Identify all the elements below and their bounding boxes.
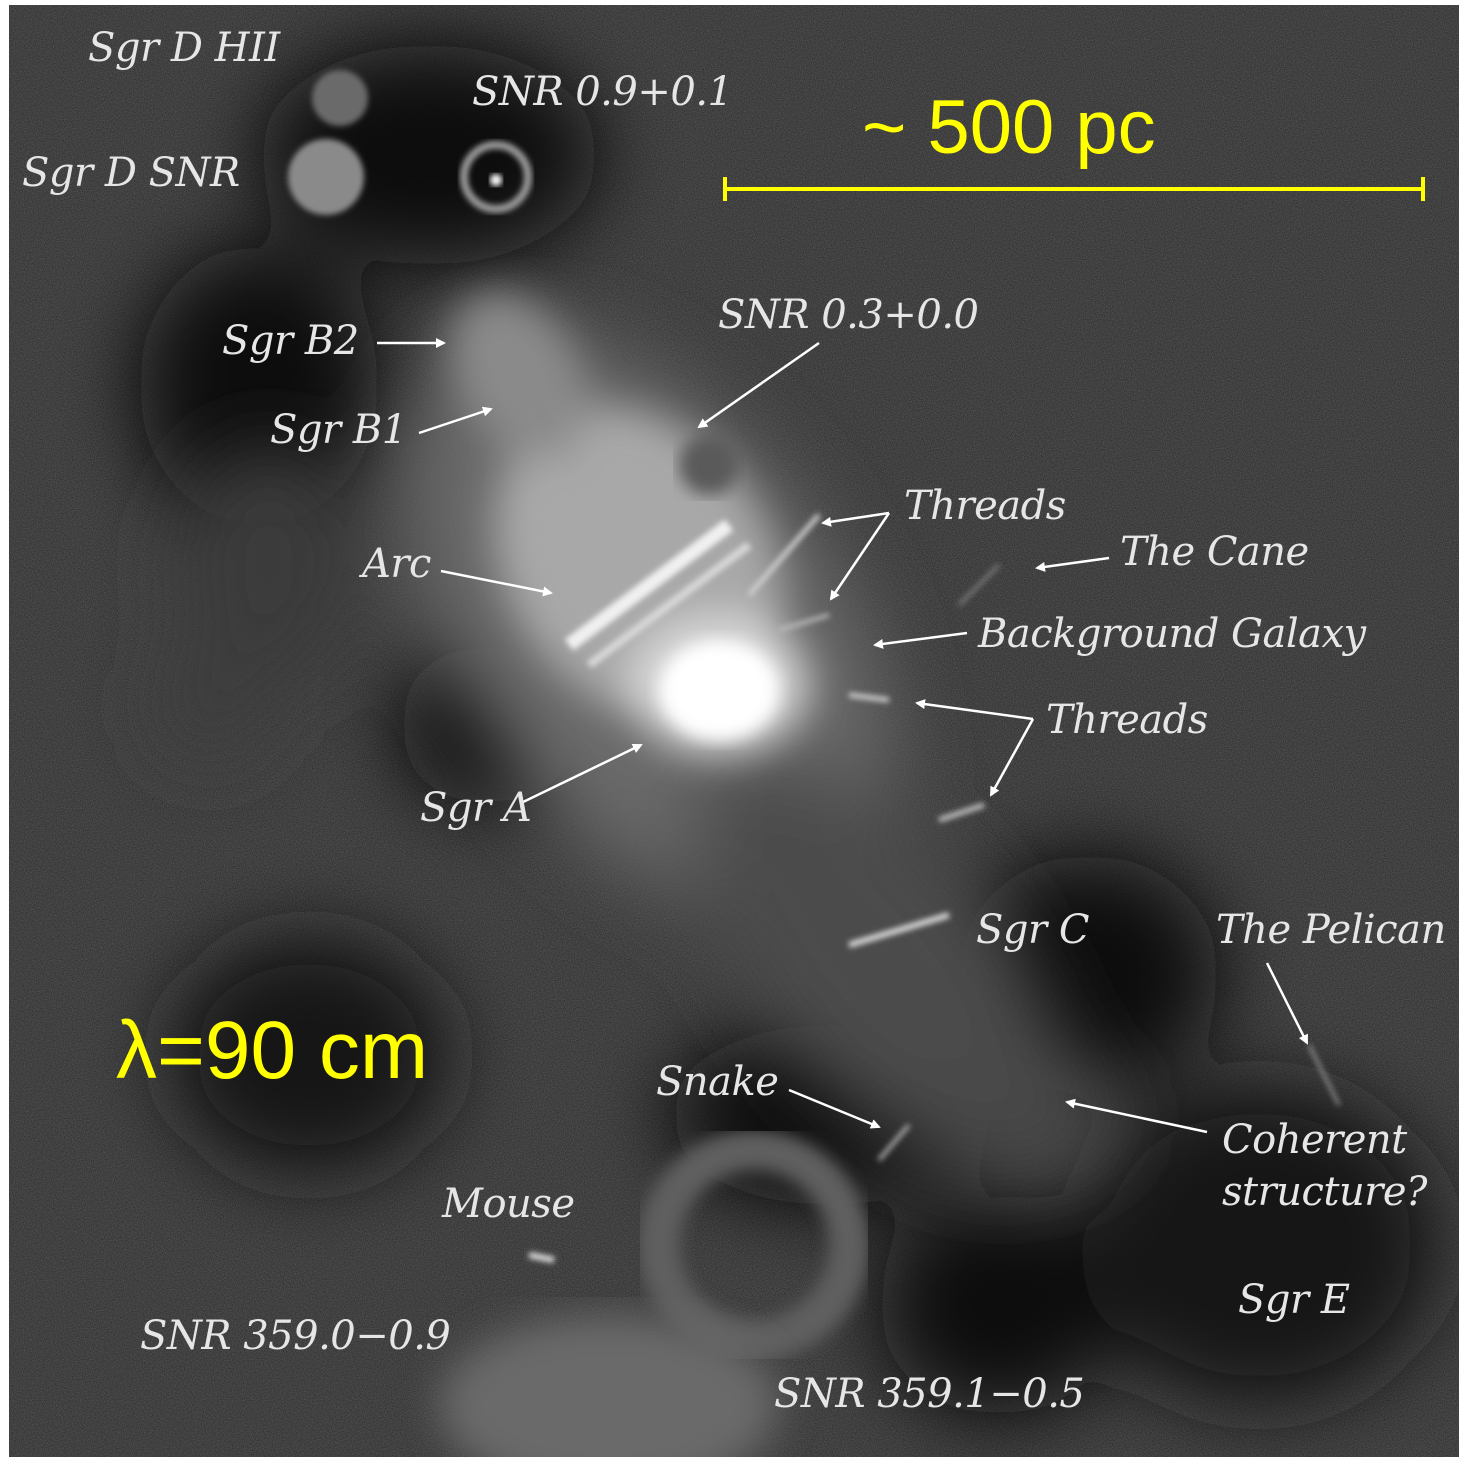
sgr-a-core bbox=[659, 640, 779, 740]
scale-bar-label: ~ 500 pc bbox=[862, 85, 1156, 170]
label-threads-mid: Threads bbox=[1046, 697, 1208, 743]
snr-shells bbox=[288, 70, 869, 1457]
label-sgr-c: Sgr C bbox=[976, 907, 1089, 953]
label-snr-359-0: SNR 359.0−0.9 bbox=[140, 1313, 451, 1359]
label-background-galaxy: Background Galaxy bbox=[978, 611, 1366, 657]
label-snake: Snake bbox=[656, 1059, 779, 1105]
label-structure: structure? bbox=[1222, 1169, 1427, 1215]
label-threads-top: Threads bbox=[904, 483, 1066, 529]
pointer-arrows bbox=[377, 338, 1309, 1134]
label-coherent: Coherent bbox=[1222, 1117, 1407, 1163]
label-the-pelican: The Pelican bbox=[1216, 907, 1446, 953]
scale-bar bbox=[723, 177, 1425, 201]
wavelength-label: λ=90 cm bbox=[116, 1005, 429, 1096]
label-snr-359-1: SNR 359.1−0.5 bbox=[774, 1371, 1085, 1417]
label-arc: Arc bbox=[362, 541, 431, 587]
label-mouse: Mouse bbox=[442, 1181, 575, 1227]
label-sgr-e: Sgr E bbox=[1238, 1277, 1350, 1323]
label-snr-0-9: SNR 0.9+0.1 bbox=[472, 69, 733, 115]
label-sgr-d-snr: Sgr D SNR bbox=[22, 150, 240, 196]
label-sgr-a: Sgr A bbox=[420, 785, 532, 831]
arc-filaments bbox=[528, 513, 1341, 1263]
label-sgr-d-hii: Sgr D HII bbox=[88, 25, 280, 71]
label-sgr-b2: Sgr B2 bbox=[222, 318, 359, 364]
label-sgr-b1: Sgr B1 bbox=[270, 407, 407, 453]
label-the-cane: The Cane bbox=[1120, 529, 1309, 575]
label-snr-0-3: SNR 0.3+0.0 bbox=[718, 292, 979, 338]
radio-image bbox=[9, 5, 1459, 1457]
